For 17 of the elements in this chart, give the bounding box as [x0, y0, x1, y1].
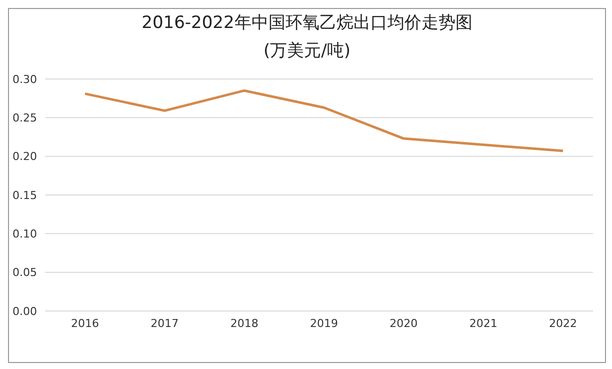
x-tick-label: 2016	[71, 316, 99, 330]
y-tick-label: 0.00	[12, 304, 37, 318]
line-series	[84, 89, 564, 152]
x-tick-label: 2017	[150, 316, 179, 330]
y-tick-label: 0.30	[12, 72, 37, 86]
y-tick-label: 0.15	[12, 188, 37, 202]
x-tick-label: 2022	[549, 316, 577, 330]
x-tick-label: 2019	[310, 316, 338, 330]
y-tick-label: 0.20	[12, 150, 37, 164]
y-tick-label: 0.10	[12, 228, 37, 241]
y-tick-label: 0.25	[12, 112, 37, 125]
chart-title: 2016-2022年中国环氧乙烷出口均价走势图	[140, 12, 474, 34]
chart-subtitle: (万美元/吨)	[262, 40, 352, 62]
y-tick-label: 0.05	[12, 266, 37, 280]
x-tick-label: 2021	[469, 316, 498, 330]
x-tick-label: 2018	[230, 316, 258, 330]
x-tick-label: 2020	[390, 316, 418, 330]
